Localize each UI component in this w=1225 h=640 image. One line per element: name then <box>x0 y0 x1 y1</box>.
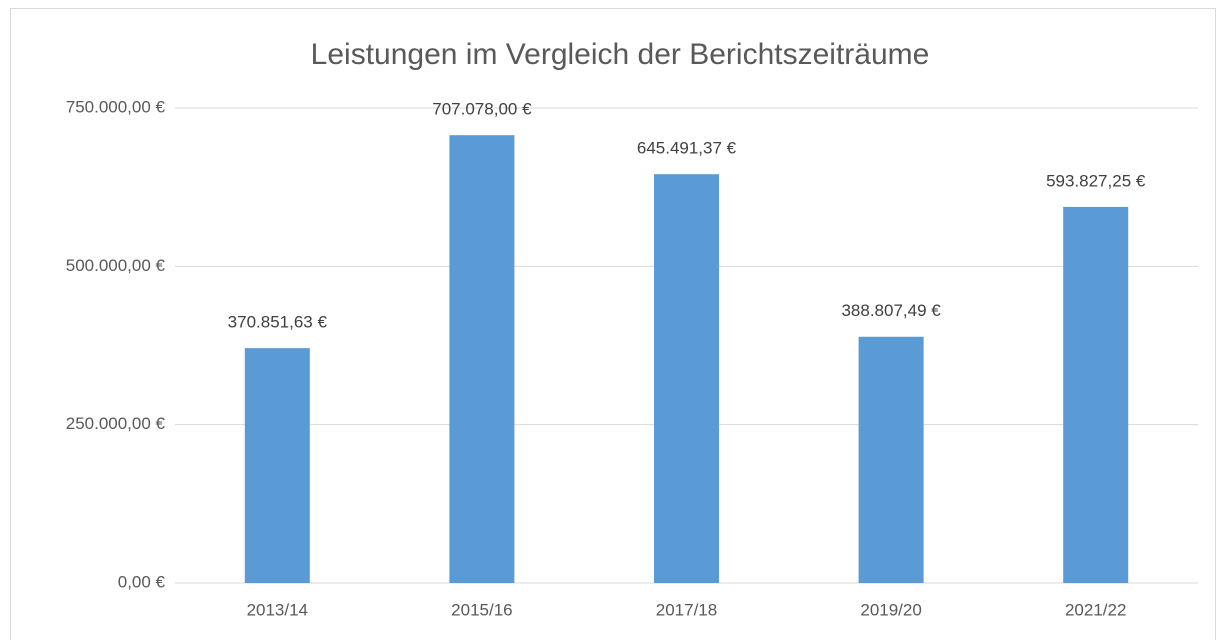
bar <box>1063 206 1129 583</box>
data-label: 388.807,49 € <box>841 301 941 320</box>
y-tick-label: 500.000,00 € <box>66 256 166 275</box>
x-tick-label: 2017/18 <box>656 600 717 619</box>
y-tick-label: 250.000,00 € <box>66 414 166 433</box>
data-label: 645.491,37 € <box>637 139 737 158</box>
x-tick-label: 2015/16 <box>451 600 512 619</box>
bar <box>244 348 310 583</box>
chart-title: Leistungen im Vergleich der Berichtszeit… <box>311 38 930 71</box>
bar <box>654 174 719 584</box>
y-tick-label: 0,00 € <box>118 572 166 591</box>
bar <box>449 135 515 583</box>
bar <box>858 336 924 583</box>
x-tick-label: 2019/20 <box>860 600 921 619</box>
data-label: 593.827,25 € <box>1046 171 1146 190</box>
y-tick-label: 750.000,00 € <box>66 97 166 116</box>
data-label: 370.851,63 € <box>228 313 328 332</box>
data-label: 707.078,00 € <box>432 100 532 119</box>
x-tick-label: 2013/14 <box>247 600 308 619</box>
chart-border <box>10 8 1216 640</box>
x-tick-label: 2021/22 <box>1065 600 1126 619</box>
